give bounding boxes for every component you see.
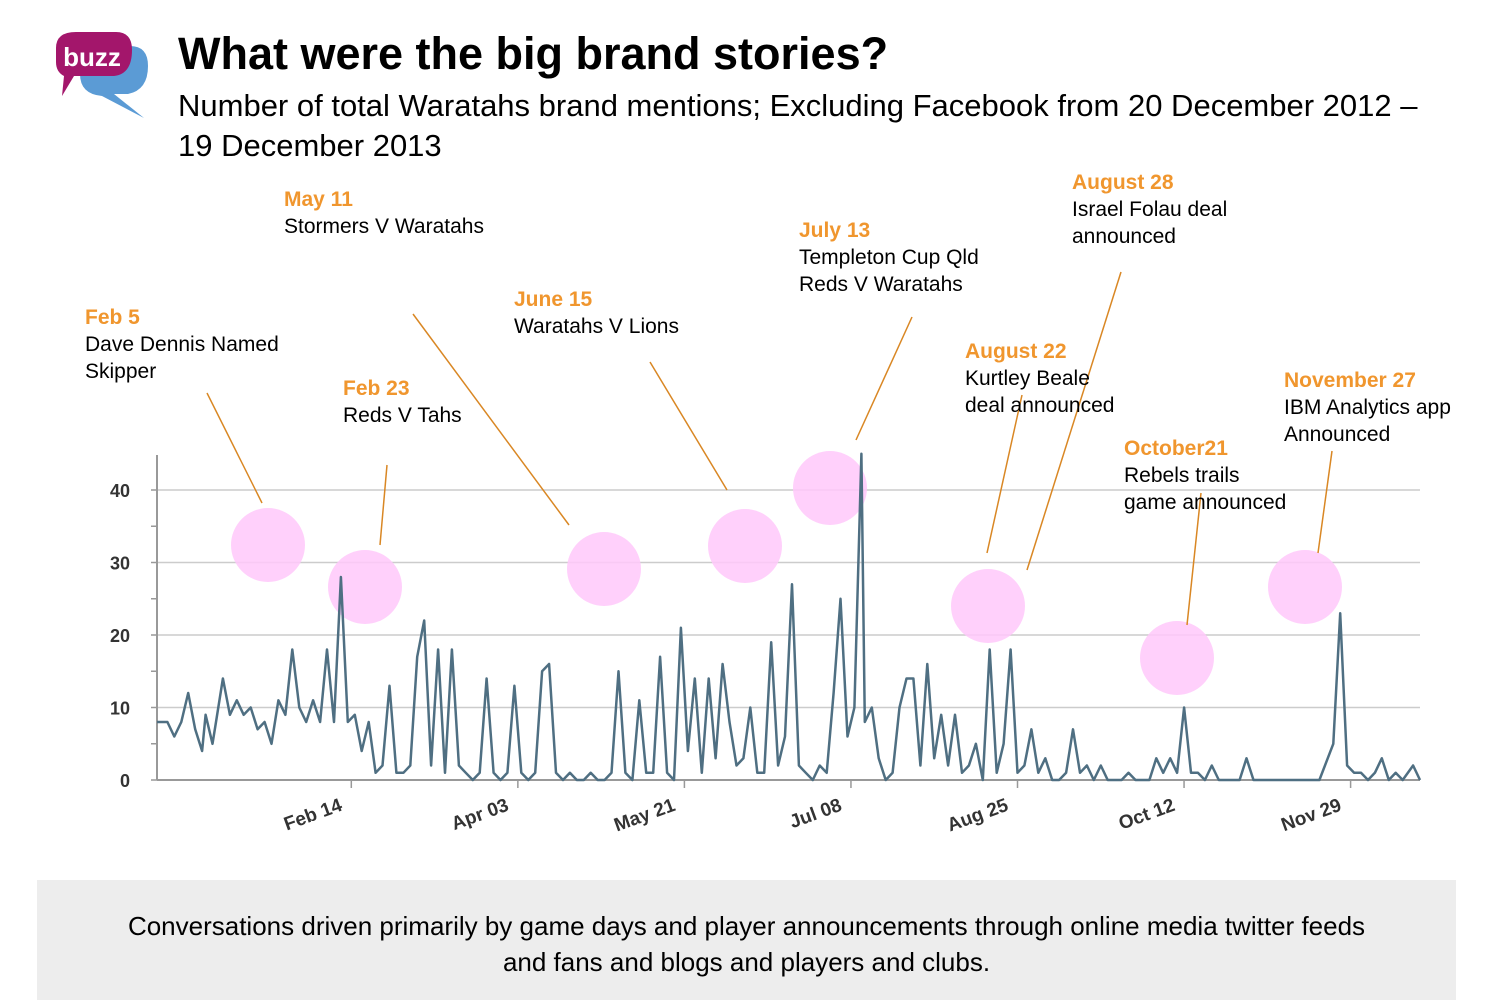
highlight-circle bbox=[708, 509, 782, 583]
highlight-circle bbox=[951, 569, 1025, 643]
annotation-date: July 13 bbox=[799, 219, 870, 242]
buzz-logo: buzz bbox=[56, 32, 148, 118]
annotation-text: Waratahs V Lions bbox=[514, 315, 679, 338]
annotation-text: Dave Dennis Named bbox=[85, 333, 279, 356]
x-tick-label: May 21 bbox=[611, 795, 678, 837]
annotation-date: August 28 bbox=[1072, 171, 1174, 194]
annotation-date: August 22 bbox=[965, 340, 1067, 363]
annotation-leader-line bbox=[649, 361, 728, 491]
x-tick-label: Aug 25 bbox=[944, 795, 1011, 837]
highlight-circle bbox=[1140, 621, 1214, 695]
annotation-leader-line bbox=[379, 464, 388, 546]
x-tick-label: Apr 03 bbox=[449, 795, 512, 835]
annotation-leader-line bbox=[855, 316, 913, 441]
annotation-text: announced bbox=[1072, 225, 1176, 248]
highlight-circle bbox=[1268, 550, 1342, 624]
highlight-circle bbox=[328, 550, 402, 624]
brand-mentions-chart: 0 10 20 30 40 Feb 14 Apr 03 May 21 Jul 08 Aug 25 O… bbox=[85, 171, 1451, 837]
annotation-leader-line bbox=[412, 313, 570, 526]
annotation-text: Reds V Waratahs bbox=[799, 273, 963, 296]
annotation-text: deal announced bbox=[965, 394, 1114, 417]
annotation-leader-line bbox=[1317, 450, 1333, 554]
annotation-date: May 11 bbox=[284, 188, 353, 211]
annotation-leader-line bbox=[206, 392, 263, 504]
annotation-text: IBM Analytics app bbox=[1284, 396, 1451, 419]
annotation-leader-line bbox=[1186, 492, 1202, 626]
summary-text: Conversations driven primarily by game d… bbox=[37, 908, 1456, 980]
annotation-date: November 27 bbox=[1284, 369, 1416, 392]
page-subtitle: Number of total Waratahs brand mentions;… bbox=[178, 88, 1418, 163]
page-title: What were the big brand stories? bbox=[178, 28, 889, 79]
annotation-leader-line bbox=[1026, 271, 1122, 571]
annotation-text: game announced bbox=[1124, 491, 1286, 514]
x-tick-label: Feb 14 bbox=[281, 795, 345, 835]
x-tick-label: Oct 12 bbox=[1116, 795, 1178, 835]
highlight-circle bbox=[231, 508, 305, 582]
series-line bbox=[157, 452, 1422, 782]
y-tick-label: 20 bbox=[110, 626, 130, 646]
y-tick-label: 30 bbox=[110, 554, 130, 574]
annotation-date: Feb 5 bbox=[85, 306, 140, 329]
summary-line-1: Conversations driven primarily by game d… bbox=[127, 911, 1366, 941]
annotation-text: Reds V Tahs bbox=[343, 404, 462, 427]
logo-text: buzz bbox=[63, 42, 121, 72]
annotation-text: Templeton Cup Qld bbox=[799, 246, 979, 269]
annotation-text: Israel Folau deal bbox=[1072, 198, 1227, 221]
y-tick-label: 0 bbox=[120, 771, 130, 791]
annotation-leader-line bbox=[986, 394, 1023, 554]
highlight-circle bbox=[793, 451, 867, 525]
y-tick-label: 10 bbox=[110, 699, 130, 719]
summary-line-2: and fans and blogs and players and clubs… bbox=[502, 947, 991, 977]
annotation-date: Feb 23 bbox=[343, 377, 410, 400]
summary-box: Conversations driven primarily by game d… bbox=[37, 880, 1456, 1000]
annotation-date: June 15 bbox=[514, 288, 593, 311]
annotation-text: Stormers V Waratahs bbox=[284, 215, 484, 238]
annotation-date: October21 bbox=[1124, 437, 1228, 460]
annotation-text: Rebels trails bbox=[1124, 464, 1240, 487]
x-tick-label: Jul 08 bbox=[787, 795, 845, 833]
highlight-circle bbox=[567, 532, 641, 606]
annotation-text: Kurtley Beale bbox=[965, 367, 1090, 390]
y-tick-label: 40 bbox=[110, 481, 130, 501]
x-tick-label: Nov 29 bbox=[1279, 795, 1345, 836]
annotation-text: Announced bbox=[1284, 423, 1390, 446]
logo-front-bubble-icon bbox=[56, 32, 132, 96]
annotation-text: Skipper bbox=[85, 360, 156, 383]
